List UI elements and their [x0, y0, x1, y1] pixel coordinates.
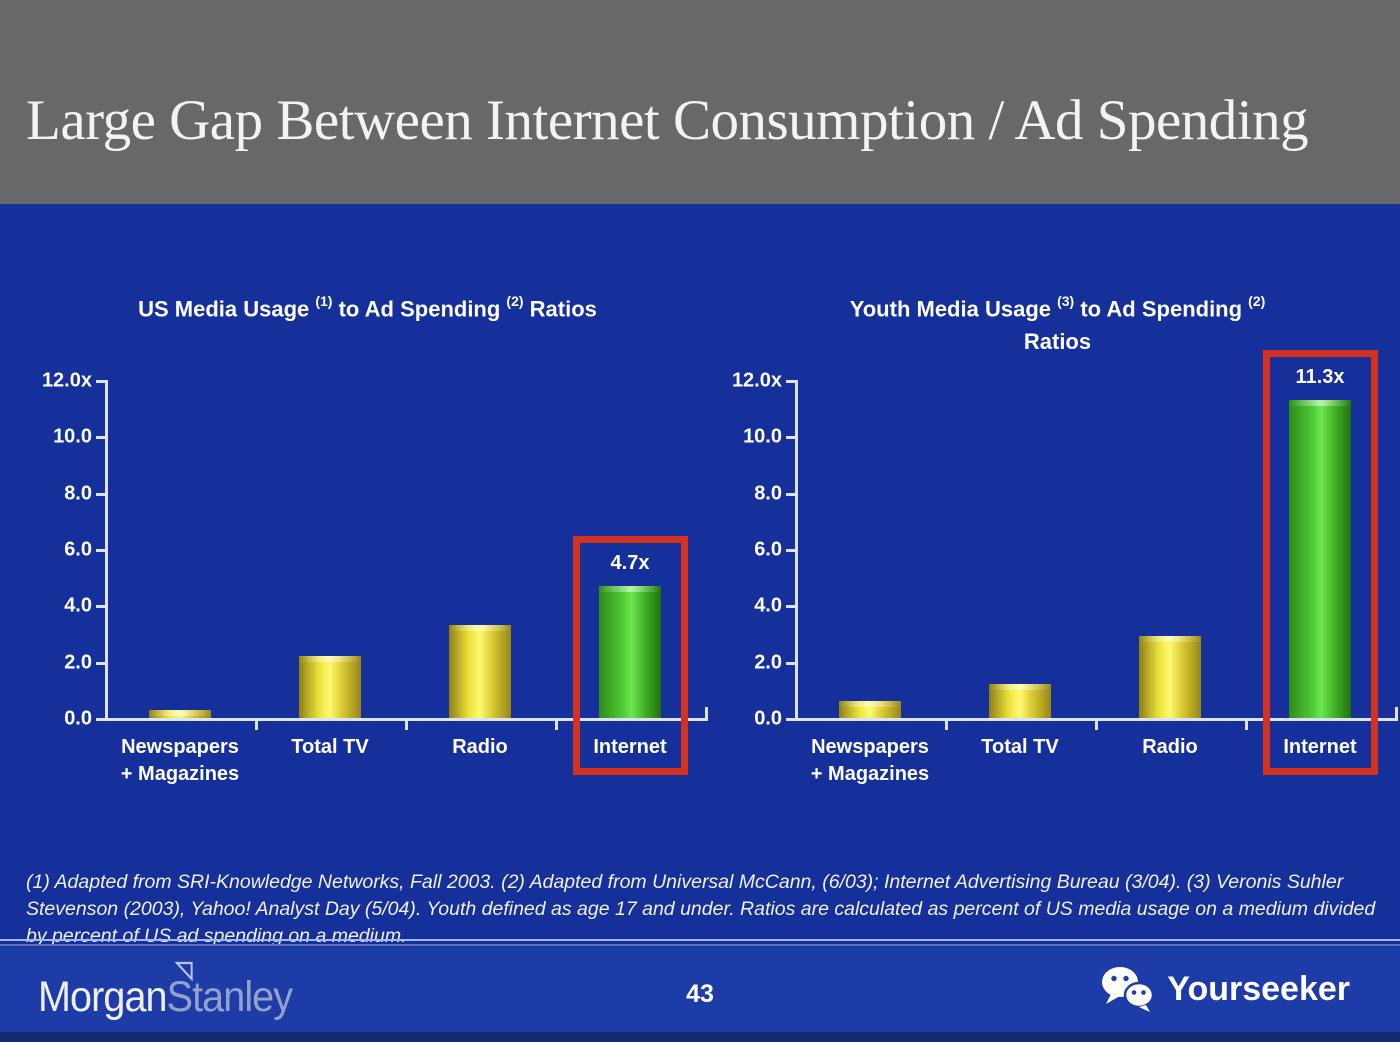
chart-title-text: Ratios [523, 296, 597, 322]
chart-title: Youth Media Usage (3) to Ad Spending (2)… [720, 287, 1395, 358]
x-category-label: Newspapers + Magazines [120, 736, 240, 785]
us-media-usage-chart: US Media Usage (1) to Ad Spending (2) Ra… [30, 285, 708, 830]
y-axis-line [105, 380, 108, 721]
chart-title-superscript: (2) [506, 293, 524, 309]
y-tick-mark [786, 436, 795, 440]
y-tick-mark [96, 549, 105, 552]
y-tick-mark [96, 492, 105, 496]
y-tick-mark [786, 549, 795, 552]
y-tick-mark [786, 605, 795, 609]
watermark: Yourseeker [1101, 965, 1350, 1013]
y-tick-mark [96, 436, 105, 440]
y-tick-label: 10.0 [743, 425, 782, 448]
y-axis-line [795, 380, 798, 721]
bar-radio [1139, 636, 1201, 718]
bar-value-label: 11.3x [1295, 365, 1345, 388]
y-tick-label: 12.0x [41, 369, 92, 392]
bar-internet [1289, 399, 1351, 718]
bar-total-tv [299, 656, 361, 718]
x-tick-mark [555, 721, 558, 730]
watermark-label: Yourseeker [1167, 969, 1350, 1008]
y-tick-label: 4.0 [754, 594, 782, 617]
x-axis-line [105, 718, 708, 721]
x-category-label: Radio [452, 736, 508, 758]
y-tick-mark [96, 605, 105, 609]
y-tick-label: 8.0 [754, 482, 782, 505]
slide-header: Large Gap Between Internet Consumption /… [0, 0, 1400, 204]
x-category-label: Total TV [291, 736, 369, 758]
y-tick-label: 0.0 [64, 707, 92, 730]
y-tick-mark [786, 718, 795, 721]
x-axis-end-tick [1395, 707, 1398, 718]
chart-title-text: Ratios [1023, 329, 1092, 355]
y-tick-label: 4.0 [64, 594, 92, 617]
slide-footer: MorganStanley 43 Yourseeker [0, 947, 1400, 1032]
x-tick-mark [945, 721, 948, 730]
bar-newspapers-magazines [149, 709, 211, 718]
page-number: 43 [686, 980, 714, 1008]
chart-title-text: to Ad Spending [332, 296, 507, 322]
page-title: Large Gap Between Internet Consumption /… [26, 89, 1309, 152]
bar-newspapers-magazines [839, 701, 901, 718]
chart-title-superscript: (2) [1248, 293, 1266, 309]
y-tick-mark [786, 661, 795, 665]
wechat-icon [1102, 967, 1155, 1012]
bar-total-tv [989, 684, 1051, 718]
youth-media-usage-chart: Youth Media Usage (3) to Ad Spending (2)… [720, 285, 1398, 830]
x-category-label: Internet [593, 736, 667, 758]
x-category-label: Newspapers + Magazines [810, 736, 930, 785]
y-tick-mark [96, 718, 105, 721]
y-tick-label: 2.0 [754, 651, 782, 674]
x-tick-mark [405, 721, 408, 730]
y-tick-label: 12.0x [731, 369, 782, 392]
x-category-label: Radio [1142, 736, 1198, 758]
chart-title-text: to Ad Spending [1074, 296, 1249, 322]
footnote: (1) Adapted from SRI-Knowledge Networks,… [26, 871, 1376, 947]
brand-morgan: Morgan [38, 973, 168, 1021]
y-tick-label: 0.0 [754, 707, 782, 730]
chart-title: US Media Usage (1) to Ad Spending (2) Ra… [30, 287, 705, 325]
y-tick-label: 8.0 [64, 482, 92, 505]
x-tick-mark [255, 721, 258, 730]
y-tick-label: 2.0 [64, 651, 92, 674]
x-tick-mark [1245, 721, 1248, 730]
chart-title-text: US Media Usage [138, 296, 316, 322]
chart-title-superscript: (3) [1057, 293, 1075, 309]
x-category-label: Internet [1283, 736, 1357, 758]
y-tick-mark [96, 380, 105, 383]
morgan-stanley-logo: MorganStanley [38, 961, 293, 1022]
y-tick-mark [96, 661, 105, 665]
chart-title-text: Youth Media Usage [849, 296, 1058, 322]
x-axis-end-tick [705, 707, 708, 718]
y-tick-label: 10.0 [53, 425, 92, 448]
y-tick-mark [786, 380, 795, 383]
separator-line-top [0, 939, 1400, 941]
bar-value-label: 4.7x [610, 551, 650, 574]
y-tick-label: 6.0 [64, 538, 92, 561]
bar-internet [599, 585, 661, 718]
y-tick-label: 6.0 [754, 538, 782, 561]
brand-stanley: Stanley [166, 973, 293, 1021]
morgan-stanley-flag-icon [174, 961, 193, 982]
x-axis-line [795, 718, 1398, 721]
bottom-strip [0, 1032, 1400, 1042]
x-tick-mark [1095, 721, 1098, 730]
separator-line-bottom [0, 944, 1400, 946]
y-tick-mark [786, 492, 795, 496]
chart-title-superscript: (1) [315, 293, 333, 309]
bar-radio [449, 625, 511, 718]
x-category-label: Total TV [981, 736, 1059, 758]
